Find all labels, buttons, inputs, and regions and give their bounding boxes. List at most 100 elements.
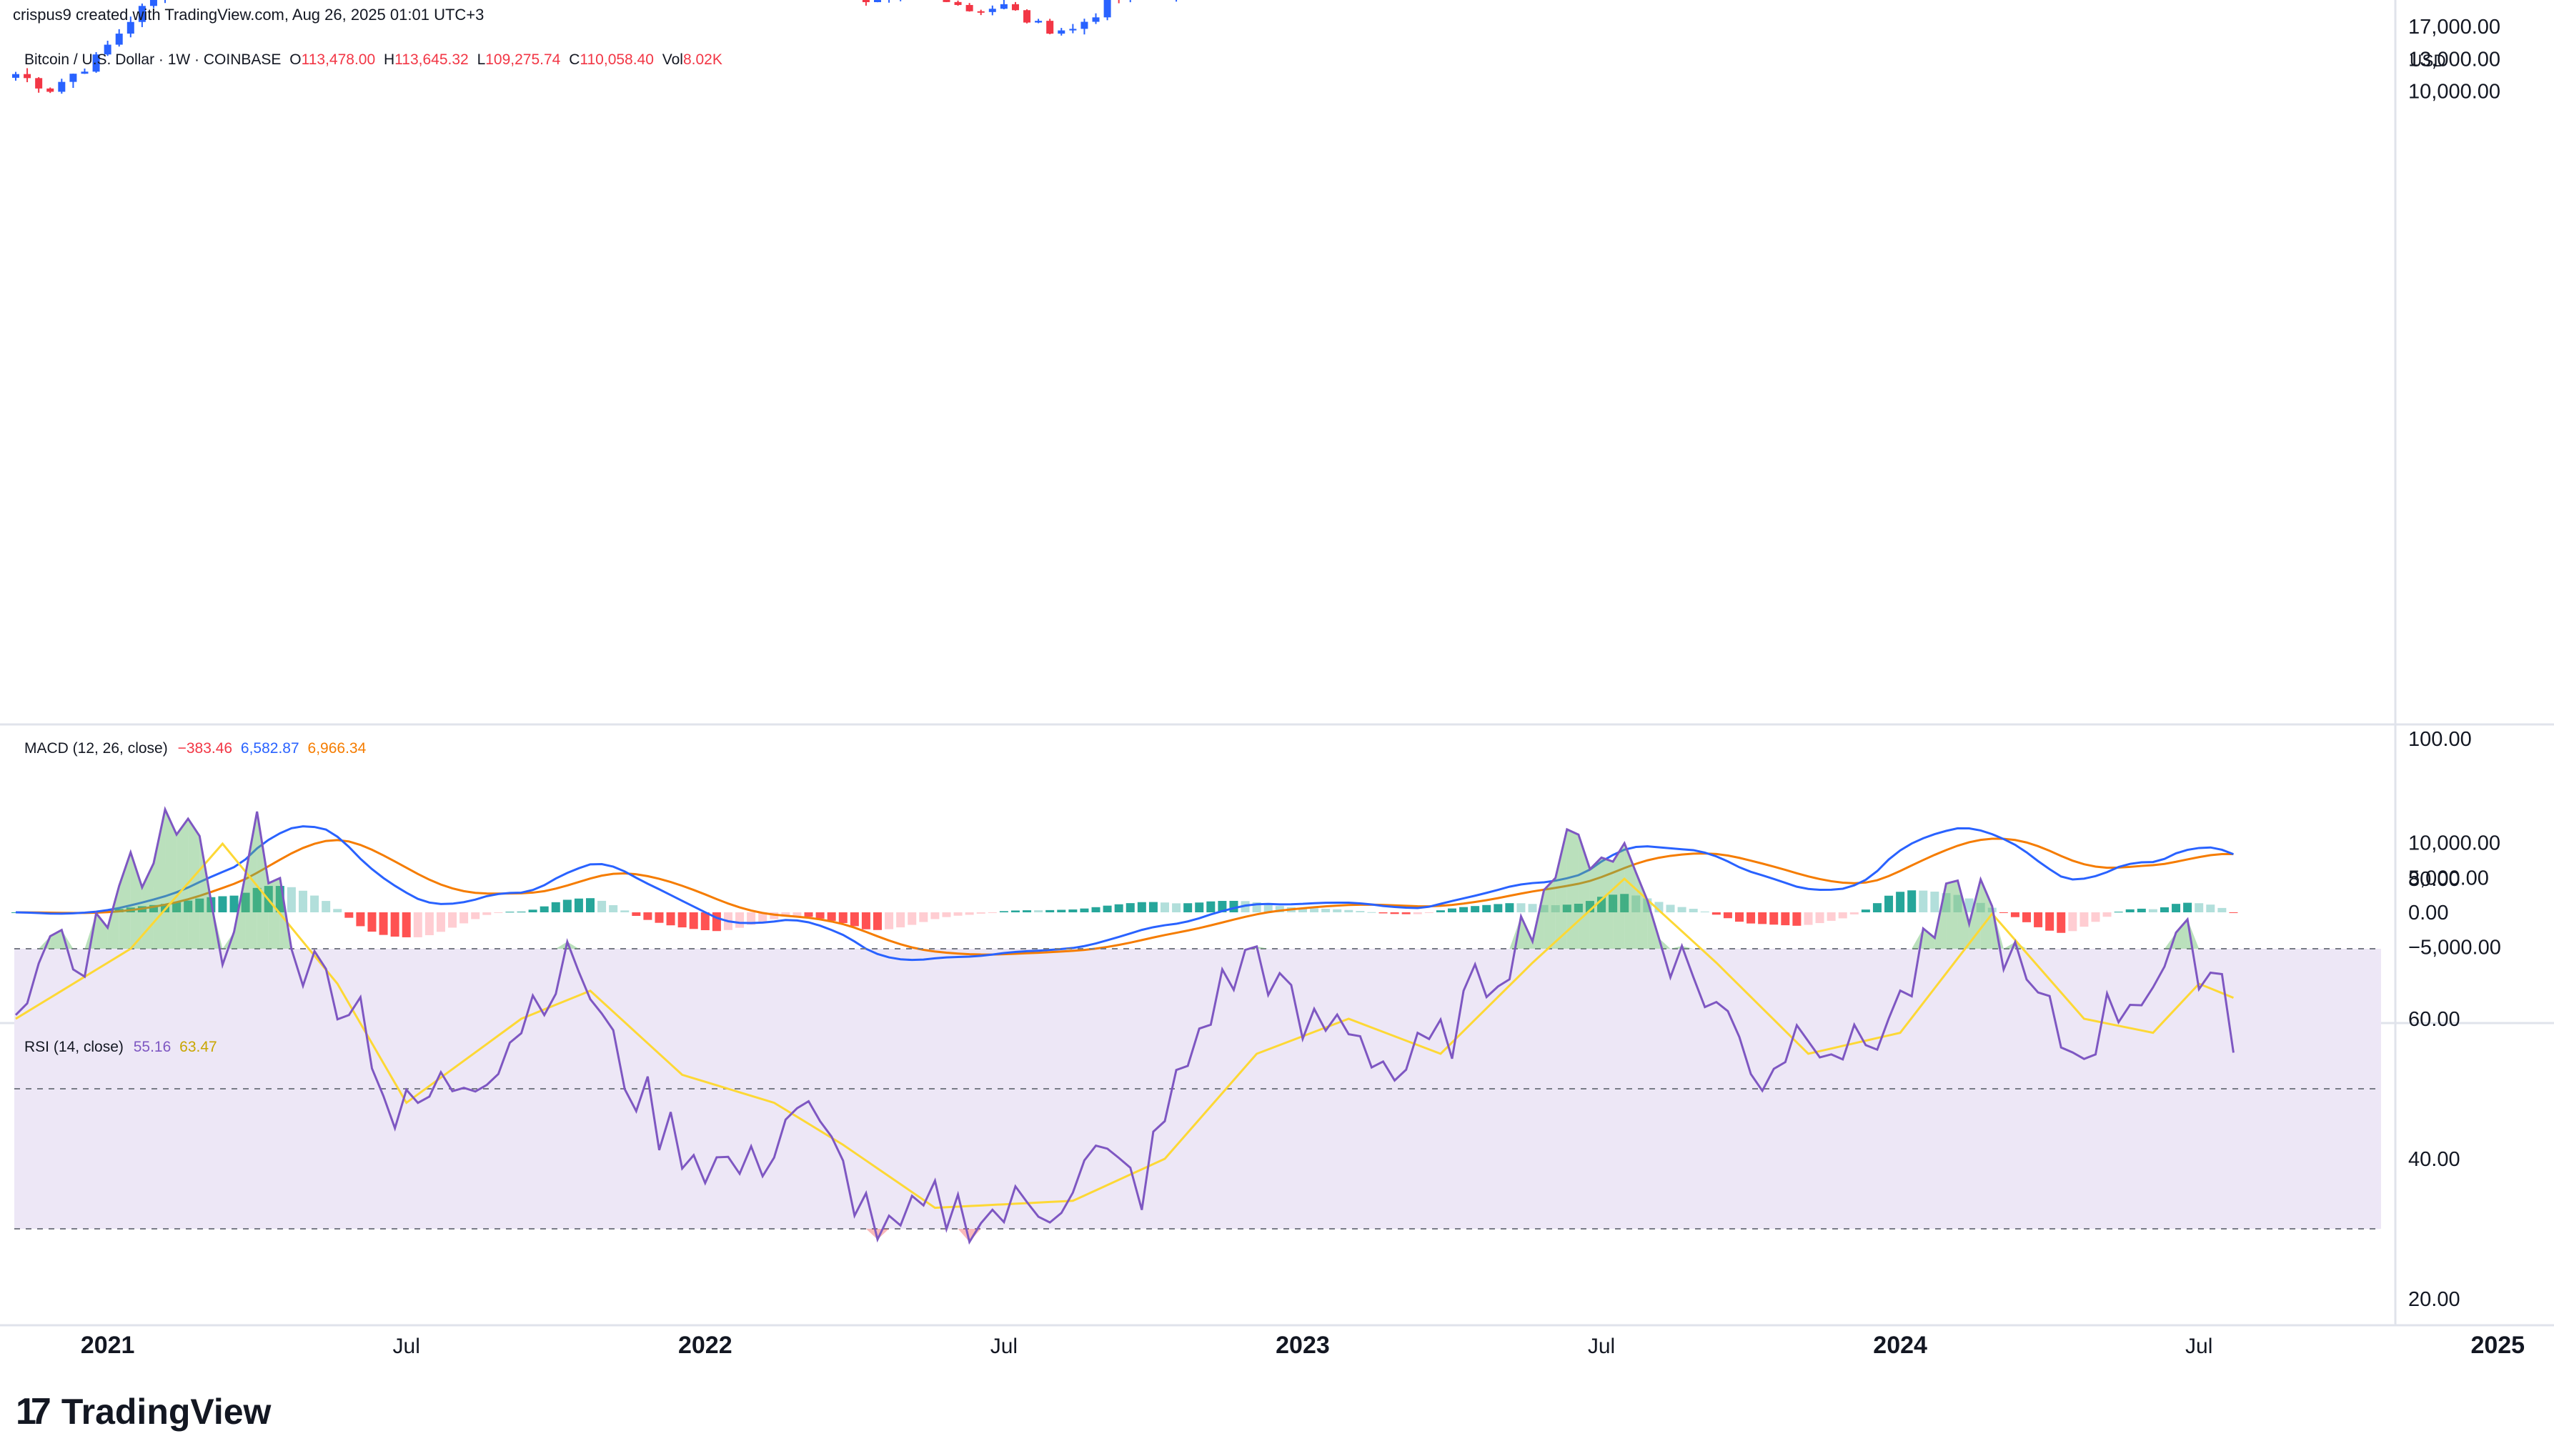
symbol-legend[interactable]: Bitcoin / U.S. Dollar · 1W · COINBASE O1… bbox=[24, 51, 727, 69]
macd-hist-bar bbox=[1689, 909, 1698, 912]
macd-hist-bar bbox=[1137, 902, 1146, 912]
macd-hist-bar bbox=[1183, 903, 1193, 912]
macd-hist-bar bbox=[1666, 904, 1675, 912]
macd-hist-bar bbox=[459, 912, 469, 924]
macd-hist-bar bbox=[322, 901, 331, 912]
macd-hist-bar bbox=[643, 912, 652, 920]
macd-hist-bar bbox=[1964, 898, 1974, 912]
rsi-overbought-area bbox=[1256, 946, 1268, 949]
price-pane[interactable] bbox=[0, 0, 2395, 723]
macd-hist-bar bbox=[390, 912, 399, 937]
macd-hist-bar bbox=[1872, 903, 1882, 912]
macd-hist-bar bbox=[896, 912, 905, 928]
macd-hist-bar bbox=[1057, 909, 1066, 912]
macd-hist-bar bbox=[1333, 909, 1342, 912]
rsi-overbought-area bbox=[268, 878, 280, 949]
macd-hist-bar bbox=[1413, 912, 1422, 914]
macd-hist-bar bbox=[620, 910, 630, 912]
macd-hist-bar bbox=[1953, 894, 1962, 912]
tradingview-logo[interactable]: 17 TradingView bbox=[16, 1390, 271, 1433]
macd-hist-bar bbox=[586, 898, 595, 912]
macd-hist-bar bbox=[1609, 894, 1618, 912]
macd-hist-bar bbox=[2160, 907, 2169, 912]
macd-histogram bbox=[11, 886, 2238, 937]
candle-body bbox=[1011, 4, 1019, 11]
ohlc-low: L109,275.74 bbox=[477, 51, 561, 68]
macd-hist-bar bbox=[2010, 912, 2019, 917]
time-tick-label: Jul bbox=[2185, 1335, 2212, 1358]
macd-hist-bar bbox=[149, 904, 158, 912]
macd-hist-bar bbox=[1103, 905, 1112, 912]
macd-hist-bar bbox=[976, 912, 985, 914]
rsi-tick-label: 40.00 bbox=[2408, 1148, 2460, 1171]
macd-hist-bar bbox=[1735, 912, 1744, 922]
rsi-overbought-area bbox=[1509, 916, 1521, 949]
macd-hist-bar bbox=[1401, 912, 1411, 914]
macd-hist-bar bbox=[1344, 909, 1353, 912]
macd-hist-bar bbox=[792, 912, 802, 917]
macd-hist-bar bbox=[965, 912, 974, 915]
macd-hist-bar bbox=[632, 912, 641, 916]
macd-hist-bar bbox=[1172, 903, 1181, 912]
macd-hist-bar bbox=[1919, 890, 1928, 912]
macd-hist-bar bbox=[1861, 909, 1870, 912]
rsi-overbought-area bbox=[1957, 880, 1969, 949]
macd-hist-bar bbox=[953, 912, 963, 916]
candle-body bbox=[115, 34, 123, 45]
candle-body bbox=[1092, 17, 1100, 22]
macd-tick-label: −5,000.00 bbox=[2408, 937, 2501, 959]
macd-hist-bar bbox=[815, 912, 825, 919]
macd-hist-bar bbox=[1804, 912, 1813, 925]
candle-body bbox=[126, 21, 134, 34]
macd-hist-bar bbox=[1010, 910, 1020, 912]
price-tick-label: 10,000.00 bbox=[2408, 80, 2500, 103]
macd-hist-bar bbox=[666, 912, 675, 926]
time-tick-label: 2023 bbox=[1276, 1332, 1330, 1359]
candle-body bbox=[874, 0, 881, 2]
watermark: crispus9 created with TradingView.com, A… bbox=[13, 6, 485, 24]
macd-hist-bar bbox=[1482, 904, 1491, 912]
rsi-overbought-area bbox=[2176, 919, 2188, 949]
ohlc-high: H113,645.32 bbox=[384, 51, 469, 68]
macd-hist-bar bbox=[562, 899, 572, 912]
rsi-axis[interactable]: 100.00 80.00 60.00 40.00 20.00 bbox=[2408, 728, 2472, 1311]
macd-hist-bar bbox=[528, 909, 537, 912]
rsi-overbought-area bbox=[211, 901, 223, 949]
macd-hist-bar bbox=[287, 887, 296, 912]
macd-hist-bar bbox=[1516, 903, 1526, 912]
macd-hist-bar bbox=[2091, 912, 2100, 922]
macd-hist-bar bbox=[2034, 912, 2043, 927]
rsi-oversold-area bbox=[969, 1229, 981, 1242]
macd-hist-bar bbox=[885, 912, 894, 929]
macd-hist-bar bbox=[2172, 904, 2181, 912]
rsi-overbought-area bbox=[1992, 906, 2004, 949]
candle-body bbox=[69, 74, 77, 82]
rsi-legend[interactable]: RSI (14, close) 55.16 63.47 bbox=[24, 1039, 217, 1056]
ohlc-close: C110,058.40 bbox=[569, 51, 654, 68]
macd-axis[interactable]: 10,000.00 5,000.00 0.00 −5,000.00 bbox=[2408, 832, 2501, 959]
candle-body bbox=[58, 81, 66, 92]
macd-hist-bar bbox=[241, 892, 250, 912]
macd-hist-bar bbox=[655, 912, 664, 923]
rsi-overbought-area bbox=[188, 818, 200, 949]
rsi-overbought-area bbox=[1681, 946, 1694, 949]
macd-hist-bar bbox=[1781, 912, 1790, 926]
rsi-overbought-area bbox=[1670, 946, 1682, 949]
macd-tick-label: 0.00 bbox=[2408, 902, 2448, 924]
rsi-overbought-area bbox=[61, 929, 74, 949]
candle-body bbox=[46, 88, 54, 92]
price-axis[interactable]: 120,000.0090,000.0060,000.0045,000.0033,… bbox=[2408, 0, 2512, 103]
macd-hist-bar bbox=[1310, 908, 1319, 912]
candle-body bbox=[1058, 30, 1065, 34]
rsi-overbought-area bbox=[1566, 829, 1579, 949]
candle-body bbox=[1023, 10, 1031, 23]
macd-hist-bar bbox=[1148, 902, 1158, 912]
macd-hist-bar bbox=[1758, 912, 1767, 924]
macd-hist-bar bbox=[494, 912, 503, 913]
macd-legend[interactable]: MACD (12, 26, close) −383.46 6,582.87 6,… bbox=[24, 740, 366, 757]
macd-hist-bar bbox=[1746, 912, 1756, 924]
macd-hist-bar bbox=[1459, 907, 1469, 912]
candle-body bbox=[1035, 21, 1043, 23]
time-axis[interactable]: 2021Jul2022Jul2023Jul2024Jul2025Jul bbox=[81, 1332, 2554, 1359]
